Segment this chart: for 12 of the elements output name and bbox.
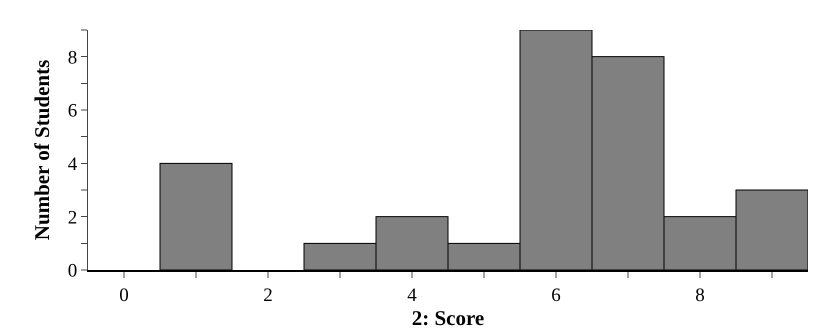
x-tick-label: 6 [551,284,561,306]
x-tick-label: 8 [695,284,705,306]
y-axis-title: Number of Students [30,60,54,240]
y-tick-label: 6 [68,100,78,122]
x-tick-label: 2 [263,284,273,306]
y-tick-label: 2 [68,207,78,228]
x-axis-title: 2: Score [412,306,484,330]
y-tick-label: 8 [68,47,78,68]
x-tick-label: 0 [119,284,129,306]
y-tick-label: 4 [68,154,78,175]
x-tick-label: 4 [407,284,418,306]
y-tick-label: 0 [68,260,78,282]
